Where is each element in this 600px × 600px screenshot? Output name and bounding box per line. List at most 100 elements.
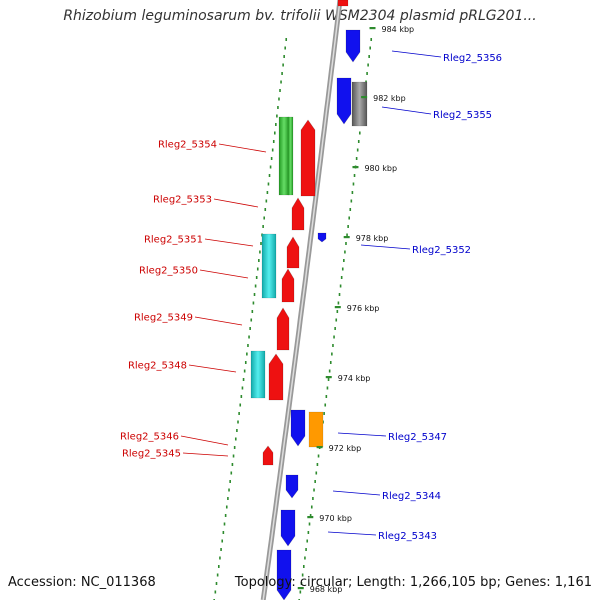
forward-gene-label: Rleg2_5353 bbox=[153, 195, 212, 206]
left-tick bbox=[227, 497, 229, 500]
left-tick bbox=[283, 55, 285, 58]
forward-gene bbox=[291, 197, 305, 231]
left-tick bbox=[262, 225, 264, 228]
left-tick bbox=[254, 284, 257, 288]
left-tick bbox=[248, 335, 250, 339]
scale-label: 980 kbp bbox=[364, 164, 397, 173]
forward-gene bbox=[300, 119, 316, 197]
left-tick bbox=[266, 191, 269, 194]
right-tick bbox=[317, 454, 320, 458]
right-tick bbox=[329, 361, 332, 364]
left-tick bbox=[239, 403, 242, 407]
left-tick bbox=[265, 199, 268, 203]
label-leader bbox=[360, 244, 411, 250]
left-tick bbox=[270, 157, 273, 160]
left-tick bbox=[271, 148, 274, 152]
forward-gene bbox=[286, 236, 300, 269]
forward-gene-label: Rleg2_5349 bbox=[134, 313, 193, 324]
right-tick bbox=[334, 327, 336, 330]
right-tick bbox=[322, 420, 324, 424]
reverse-gene bbox=[276, 549, 292, 600]
left-tick bbox=[242, 378, 245, 381]
right-tick bbox=[369, 46, 371, 50]
scale-label: 982 kbp bbox=[373, 94, 406, 103]
forward-gene-label: Rleg2_5348 bbox=[128, 361, 187, 372]
right-tick bbox=[339, 284, 342, 288]
left-tick bbox=[214, 590, 217, 594]
right-tick bbox=[316, 463, 319, 466]
forward-gene-label: Rleg2_5345 bbox=[122, 449, 181, 460]
map-title: Rhizobium leguminosarum bv. trifolii WSM… bbox=[63, 8, 537, 24]
left-tick bbox=[216, 573, 219, 577]
left-tick bbox=[258, 259, 260, 262]
right-tick bbox=[338, 293, 341, 296]
green-block bbox=[278, 116, 290, 196]
left-tick bbox=[255, 276, 258, 279]
scale-tick bbox=[307, 516, 314, 519]
left-tick bbox=[268, 174, 271, 177]
forward-gene bbox=[281, 268, 295, 303]
right-tick bbox=[353, 174, 356, 177]
label-leader bbox=[182, 452, 229, 457]
left-tick bbox=[247, 344, 249, 347]
reverse-gene-label: Rleg2_5356 bbox=[443, 53, 502, 64]
right-tick bbox=[355, 157, 358, 160]
scale-label: 970 kbp bbox=[319, 514, 352, 523]
right-tick bbox=[345, 242, 347, 245]
right-tick bbox=[332, 344, 334, 347]
right-tick bbox=[312, 497, 314, 500]
right-tick bbox=[325, 395, 328, 398]
right-tick bbox=[370, 38, 373, 41]
left-tick bbox=[276, 114, 278, 118]
scale-tick bbox=[369, 27, 376, 30]
left-tick bbox=[223, 522, 226, 526]
right-tick bbox=[336, 310, 339, 313]
left-tick bbox=[272, 140, 275, 143]
reverse-gene-label: Rleg2_5347 bbox=[388, 432, 447, 443]
left-tick bbox=[264, 208, 267, 211]
left-tick bbox=[281, 72, 283, 75]
right-tick bbox=[347, 225, 349, 228]
left-tick bbox=[278, 97, 280, 101]
left-tick bbox=[229, 480, 231, 483]
right-tick bbox=[306, 539, 309, 543]
cyan-block bbox=[250, 350, 266, 399]
right-tick bbox=[313, 488, 315, 492]
scale-label: 974 kbp bbox=[338, 374, 371, 383]
right-tick bbox=[351, 191, 354, 194]
left-tick bbox=[253, 293, 256, 296]
right-tick bbox=[350, 199, 353, 203]
left-tick bbox=[221, 539, 224, 543]
forward-gene-label: Rleg2_5351 bbox=[144, 235, 203, 246]
right-tick bbox=[335, 318, 338, 322]
right-tick bbox=[305, 548, 307, 551]
right-tick bbox=[323, 412, 325, 415]
reverse-gene bbox=[290, 409, 306, 447]
left-tick bbox=[236, 429, 238, 432]
left-tick bbox=[273, 131, 276, 135]
left-tick bbox=[244, 361, 247, 364]
left-tick bbox=[285, 38, 288, 41]
right-tick bbox=[300, 582, 303, 585]
scale-label: 976 kbp bbox=[347, 304, 380, 313]
reverse-gene-label: Rleg2_5355 bbox=[433, 110, 492, 121]
left-tick bbox=[275, 123, 277, 126]
scale-tick bbox=[325, 376, 332, 379]
scale-label: 984 kbp bbox=[382, 25, 415, 34]
left-tick bbox=[243, 369, 246, 373]
left-tick bbox=[225, 505, 228, 509]
left-tick bbox=[237, 420, 239, 424]
left-tick bbox=[217, 565, 220, 568]
left-tick bbox=[251, 310, 254, 313]
left-tick bbox=[279, 89, 281, 92]
left-tick bbox=[246, 352, 248, 356]
scale-tick bbox=[343, 236, 350, 239]
label-leader bbox=[332, 490, 381, 496]
right-tick bbox=[367, 63, 369, 67]
right-tick bbox=[352, 182, 355, 186]
right-tick bbox=[358, 131, 361, 135]
right-tick bbox=[331, 352, 333, 356]
scale-tick bbox=[352, 166, 359, 169]
right-tick bbox=[366, 72, 368, 75]
label-leader bbox=[188, 364, 237, 373]
